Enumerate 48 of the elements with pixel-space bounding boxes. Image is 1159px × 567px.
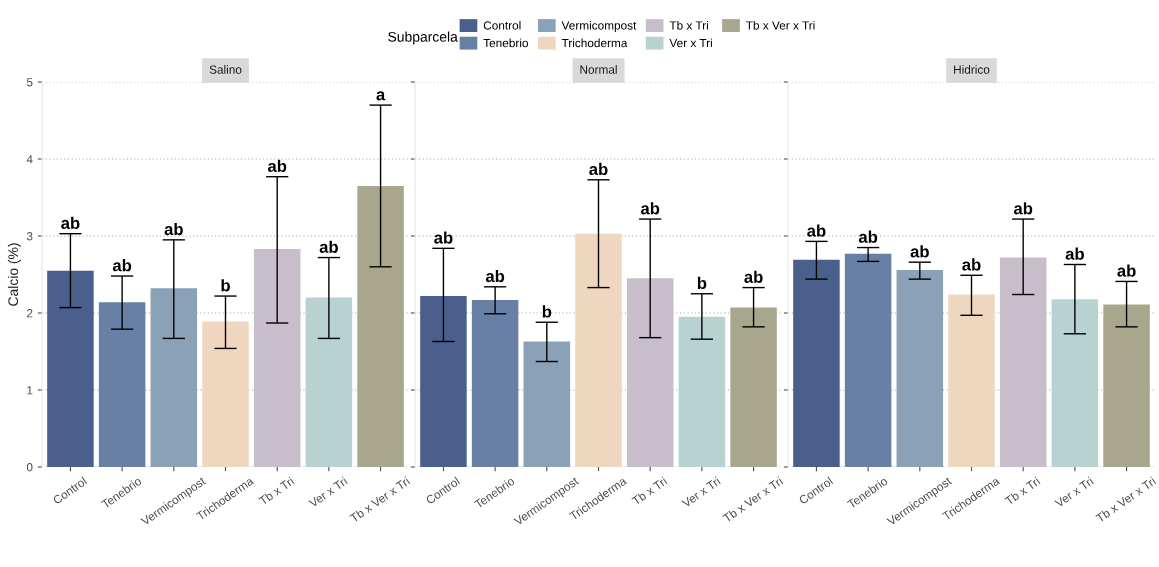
legend-label: Vermicompost	[561, 20, 637, 32]
annotation: ab	[319, 240, 338, 253]
legend-label: Ver x Tri	[669, 38, 712, 48]
annotation: ab	[61, 216, 80, 230]
x-tick-label: Tb x Tri	[1004, 476, 1041, 506]
legend-title: Subparcela	[388, 31, 458, 45]
y-axis-title: Calcio (%)	[7, 243, 21, 306]
annotation: ab	[807, 224, 826, 237]
chart-title: Salino	[209, 65, 242, 74]
annotation: ab	[267, 159, 287, 173]
annotation: b	[221, 279, 230, 292]
x-tick-label: Tb x Tri	[631, 476, 668, 506]
x-tick-label: Ver x Tri	[681, 476, 721, 508]
annotation: b	[697, 276, 707, 290]
y-tick-label: 0	[26, 463, 33, 472]
annotation: ab	[589, 162, 608, 176]
y-tick-label: 1	[27, 386, 33, 395]
legend-label: Trichoderma	[561, 38, 628, 48]
annotation: ab	[910, 245, 929, 258]
annotation: ab	[1117, 264, 1136, 277]
annotation: ab	[434, 231, 453, 244]
y-tick-label: 4	[26, 155, 33, 164]
annotation: ab	[1013, 202, 1033, 215]
annotation: ab	[858, 230, 878, 243]
annotation: ab	[962, 258, 981, 271]
y-tick-label: 2	[27, 309, 33, 318]
x-tick-label: Ver x Tri	[1054, 476, 1094, 508]
annotation: ab	[1065, 247, 1084, 260]
legend-label: Control	[483, 20, 521, 30]
legend-label: Tb x Tri	[669, 20, 708, 30]
chart-title: Normal	[580, 65, 617, 74]
chart-title: Hidrico	[954, 65, 990, 74]
annotation: ab	[112, 259, 132, 272]
y-tick-label: 5	[26, 78, 33, 87]
x-tick-label: Tb x Ver x Tri	[349, 476, 411, 523]
x-tick-label: Tb x Tri	[258, 476, 295, 506]
annotation: ab	[640, 202, 660, 215]
legend-label: Tenebrio	[483, 38, 529, 48]
x-tick-label: Tb x Ver x Tri	[1095, 476, 1157, 523]
legend-label: Tb x Ver x Tri	[746, 20, 815, 30]
annotation: b	[542, 305, 552, 318]
x-tick-label: Ver x Tri	[308, 476, 348, 508]
y-tick-label: 3	[26, 232, 33, 241]
x-tick-label: Tb x Ver x Tri	[722, 476, 784, 523]
annotation: a	[376, 91, 386, 101]
annotation: ab	[164, 222, 183, 236]
annotation: ab	[485, 269, 505, 283]
annotation: ab	[744, 270, 763, 283]
